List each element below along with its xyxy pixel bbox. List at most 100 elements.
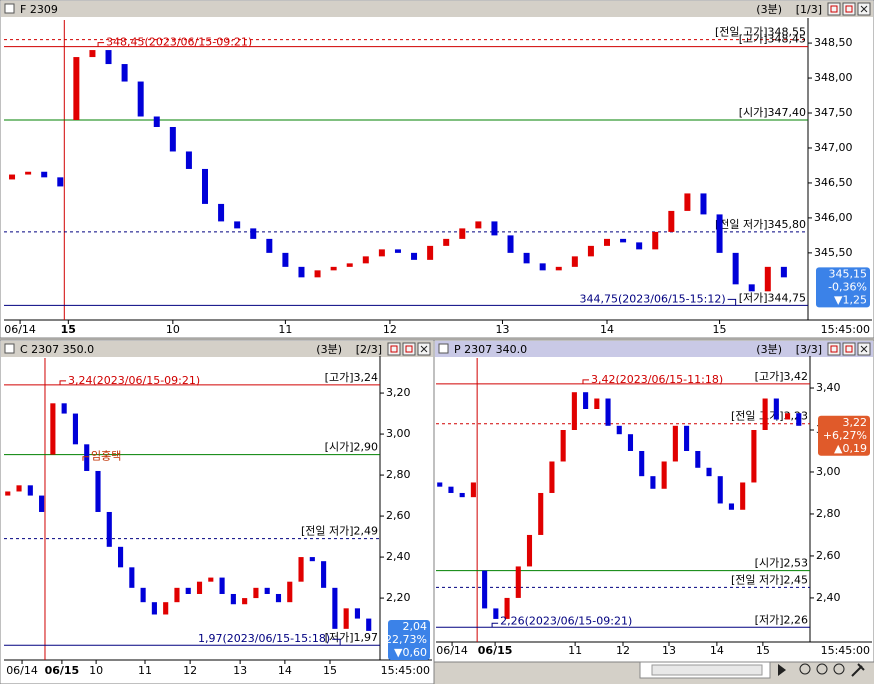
candle bbox=[695, 450, 701, 468]
last-price-diff: ▲0,19 bbox=[834, 442, 867, 455]
candle bbox=[298, 557, 304, 582]
y-tick-label: 2,60 bbox=[386, 509, 411, 522]
candle bbox=[234, 221, 241, 229]
zoom-in[interactable] bbox=[799, 663, 811, 675]
window-button[interactable] bbox=[827, 2, 841, 16]
candle bbox=[555, 266, 562, 271]
x-tick-label: 11 bbox=[138, 664, 152, 677]
last-price-change: -0,36% bbox=[828, 280, 867, 293]
candle bbox=[604, 238, 610, 246]
reference-label: [고가]3,42 bbox=[755, 370, 808, 383]
candle bbox=[411, 252, 418, 260]
title-bar bbox=[435, 341, 873, 357]
annotation-arrow bbox=[332, 638, 341, 646]
candle bbox=[443, 238, 450, 246]
y-tick-label: 2,20 bbox=[386, 591, 411, 604]
candle bbox=[253, 587, 259, 599]
x-tick-label: 06/14 bbox=[4, 323, 36, 336]
settings-button[interactable] bbox=[851, 663, 865, 677]
last-price-diff: ▼1,25 bbox=[834, 293, 867, 306]
candle bbox=[706, 467, 712, 477]
candle bbox=[620, 238, 627, 243]
y-tick-label: 2,80 bbox=[386, 468, 411, 481]
reference-label: [전일 고가]348,55 bbox=[715, 25, 806, 39]
reference-label: [고가]3,24 bbox=[325, 371, 378, 384]
candle bbox=[571, 392, 577, 430]
y-tick-label: 3,00 bbox=[386, 427, 411, 440]
candle bbox=[121, 64, 128, 82]
toolbar bbox=[639, 661, 865, 679]
panel-icon bbox=[4, 3, 15, 14]
scroll-thumb[interactable] bbox=[651, 664, 763, 676]
candle bbox=[523, 252, 530, 264]
annotation: 1,97(2023/06/15-15:18) bbox=[198, 632, 330, 645]
x-tick-label: 11 bbox=[278, 323, 292, 336]
candle bbox=[185, 587, 191, 594]
title-bar bbox=[1, 341, 433, 357]
candle bbox=[470, 482, 476, 498]
candle bbox=[507, 235, 514, 253]
candle bbox=[314, 270, 321, 278]
candle bbox=[298, 266, 305, 278]
zoom-reset[interactable] bbox=[833, 663, 845, 675]
candle bbox=[583, 392, 589, 410]
panel-icon bbox=[438, 343, 449, 354]
last-price-price: 2,04 bbox=[403, 620, 428, 633]
window-button[interactable] bbox=[842, 342, 856, 356]
candle bbox=[95, 470, 101, 512]
candle bbox=[230, 593, 236, 605]
window-button[interactable] bbox=[827, 342, 841, 356]
candle bbox=[362, 256, 369, 264]
candle bbox=[780, 266, 787, 278]
candle bbox=[366, 618, 372, 631]
candle bbox=[129, 567, 135, 588]
candle bbox=[571, 256, 578, 267]
candle bbox=[668, 210, 675, 232]
close-icon bbox=[420, 345, 428, 353]
window-button[interactable] bbox=[402, 342, 416, 356]
candle bbox=[717, 476, 723, 504]
close-icon bbox=[860, 5, 868, 13]
y-tick-label: 3,00 bbox=[816, 465, 841, 478]
x-tick-label: 15 bbox=[61, 323, 76, 336]
candle bbox=[84, 444, 90, 471]
page-indicator: [3/3] bbox=[796, 343, 822, 356]
x-tick-label: 15 bbox=[713, 323, 727, 336]
annotation-arrow bbox=[491, 622, 499, 628]
candle bbox=[282, 252, 289, 267]
annotation: 2,26(2023/06/15-09:21) bbox=[500, 614, 632, 627]
candle bbox=[309, 557, 315, 562]
last-price-price: 345,15 bbox=[829, 267, 868, 280]
annotation-arrow bbox=[59, 380, 67, 385]
candle bbox=[16, 485, 22, 492]
window-icon bbox=[830, 5, 838, 13]
x-tick-label: 10 bbox=[89, 664, 103, 677]
candle bbox=[61, 403, 67, 414]
zoom-out[interactable] bbox=[816, 663, 828, 675]
x-tick-label: 15 bbox=[756, 644, 770, 657]
candle bbox=[287, 581, 293, 603]
candle bbox=[728, 503, 735, 510]
candle bbox=[796, 413, 802, 426]
candle bbox=[491, 221, 498, 236]
window-icon bbox=[390, 345, 398, 353]
x-tick-label: 12 bbox=[383, 323, 397, 336]
candle bbox=[321, 561, 327, 588]
window-button[interactable] bbox=[387, 342, 401, 356]
reference-label: [저가]1,97 bbox=[325, 631, 378, 644]
candle bbox=[482, 570, 488, 609]
end-time: 15:45:00 bbox=[821, 644, 870, 657]
candle bbox=[117, 546, 124, 568]
window-button[interactable] bbox=[842, 2, 856, 16]
candle bbox=[151, 602, 157, 615]
y-tick-label: 3,40 bbox=[816, 381, 841, 394]
candle bbox=[266, 238, 273, 253]
play-button[interactable] bbox=[778, 664, 786, 676]
candle bbox=[57, 177, 64, 187]
candle bbox=[700, 193, 707, 215]
candle bbox=[539, 263, 546, 271]
candle bbox=[169, 126, 176, 152]
candle bbox=[605, 398, 611, 426]
candle bbox=[9, 174, 16, 180]
candle bbox=[526, 534, 533, 567]
